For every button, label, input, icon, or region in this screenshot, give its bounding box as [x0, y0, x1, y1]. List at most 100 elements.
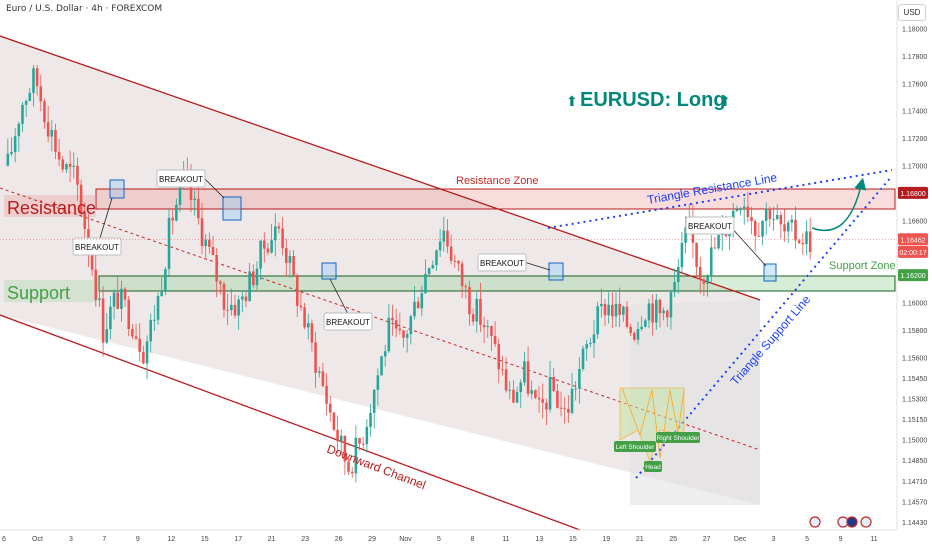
candle-body: [479, 298, 482, 326]
breakout-box-3: [321, 262, 337, 280]
candle-body: [742, 206, 746, 210]
y-tick-label: 1.17000: [902, 164, 927, 171]
y-tick-label: 1.16000: [902, 301, 927, 308]
candle-body: [61, 159, 65, 170]
channel-lower-line: [0, 314, 581, 531]
resistance-zone: [95, 188, 896, 210]
candle-body: [28, 92, 32, 101]
candle-body: [336, 429, 339, 442]
resistance-label: Resistance: [7, 198, 96, 218]
candle-body: [244, 296, 248, 302]
candle-body: [464, 286, 468, 288]
candle-body: [164, 269, 167, 291]
candle-body: [24, 100, 28, 105]
right-shoulder-label: Right Shoulder: [657, 435, 701, 442]
chart-title-up-arrow-left: ⬆: [566, 93, 578, 109]
candle-body: [713, 247, 717, 249]
candle-body: [592, 334, 596, 344]
candle-body: [241, 296, 244, 300]
candle-body: [273, 226, 277, 241]
candle-body: [508, 389, 512, 391]
candle-body: [537, 397, 541, 400]
candle-body: [76, 165, 79, 185]
downward-channel-label: Downward Channel: [325, 442, 428, 493]
price-marker-box: [898, 186, 928, 199]
candle-body: [57, 151, 61, 160]
candle-body: [651, 303, 654, 323]
candle-body: [350, 471, 354, 474]
candle-body: [427, 268, 431, 274]
candle-body: [21, 104, 24, 124]
breakout-pointer-3: [329, 278, 349, 315]
y-tick-label: 1.17200: [902, 136, 927, 143]
candle-body: [35, 68, 39, 87]
breakout-label-3: BREAKOUT: [326, 318, 370, 327]
candle-body: [156, 296, 160, 320]
candle-body: [153, 319, 156, 321]
candle-body: [317, 371, 321, 373]
chart-title-up-arrow-right: ⬆: [719, 93, 731, 109]
candle-body: [219, 281, 222, 284]
currency-badge[interactable]: USD: [898, 4, 926, 21]
candle-body: [801, 242, 805, 245]
candle-body: [160, 290, 163, 297]
candle-body: [625, 306, 629, 327]
breakout-label-1: BREAKOUT: [75, 243, 119, 252]
candle-body: [501, 369, 504, 371]
candle-body: [17, 123, 21, 137]
candle-body: [149, 320, 152, 342]
breakout-label-4-box: [477, 253, 527, 272]
candle-body: [603, 303, 607, 316]
candle-body: [398, 328, 402, 331]
x-axis-ticks: 6 Oct 3 7 9 12 15 17 21 23 26 29 Nov 5 8 11 13 15 19 21 25 27…: [2, 536, 878, 543]
candle-body: [65, 163, 68, 170]
candle-body: [193, 198, 196, 201]
candle-body: [772, 219, 775, 221]
candle-body: [523, 361, 526, 383]
breakout-label-2-box: [156, 169, 206, 188]
x-tick-label: 21: [268, 536, 276, 543]
candle-body: [640, 326, 643, 330]
x-tick-label: 3: [772, 536, 776, 543]
price-marker-label: 1.16200: [900, 273, 925, 280]
candle-body: [54, 130, 57, 152]
y-tick-label: 1.17800: [902, 54, 927, 61]
candle-body: [32, 68, 35, 93]
x-tick-label: 13: [535, 536, 543, 543]
candle-body: [252, 271, 255, 286]
candle-body: [684, 227, 687, 243]
candle-body: [446, 230, 449, 247]
breakout-box-1: [109, 179, 125, 199]
candle-body: [574, 388, 577, 390]
candle-body: [281, 228, 284, 249]
candle-body: [757, 235, 761, 237]
candle-body: [112, 292, 116, 307]
candle-body: [695, 242, 698, 267]
candle-body: [442, 230, 446, 242]
breakout-label-2: BREAKOUT: [159, 175, 203, 184]
breakout-label-4: BREAKOUT: [480, 259, 524, 268]
candle-body: [142, 351, 145, 364]
candle-body: [468, 287, 471, 315]
right-shoulder-label-box: [656, 432, 700, 443]
candle-body: [490, 326, 493, 336]
candle-body: [666, 310, 669, 318]
candle-body: [248, 271, 251, 302]
candle-body: [526, 361, 530, 394]
candle-body: [405, 334, 409, 338]
candle-body: [134, 336, 138, 339]
x-tick-label: 9: [136, 536, 140, 543]
candle-body: [101, 298, 105, 343]
breakout-pointer-2: [203, 177, 225, 199]
breakout-pointer-5: [729, 225, 767, 267]
candle-body: [647, 303, 651, 321]
candle-body: [563, 407, 566, 409]
candle-body: [420, 293, 424, 309]
candle-body: [178, 182, 182, 205]
candle-body: [655, 299, 658, 323]
x-tick-label: Oct: [32, 536, 43, 543]
candle-body: [79, 184, 83, 213]
head-label: Head: [645, 464, 661, 471]
eu-flag-icon: [846, 516, 858, 528]
